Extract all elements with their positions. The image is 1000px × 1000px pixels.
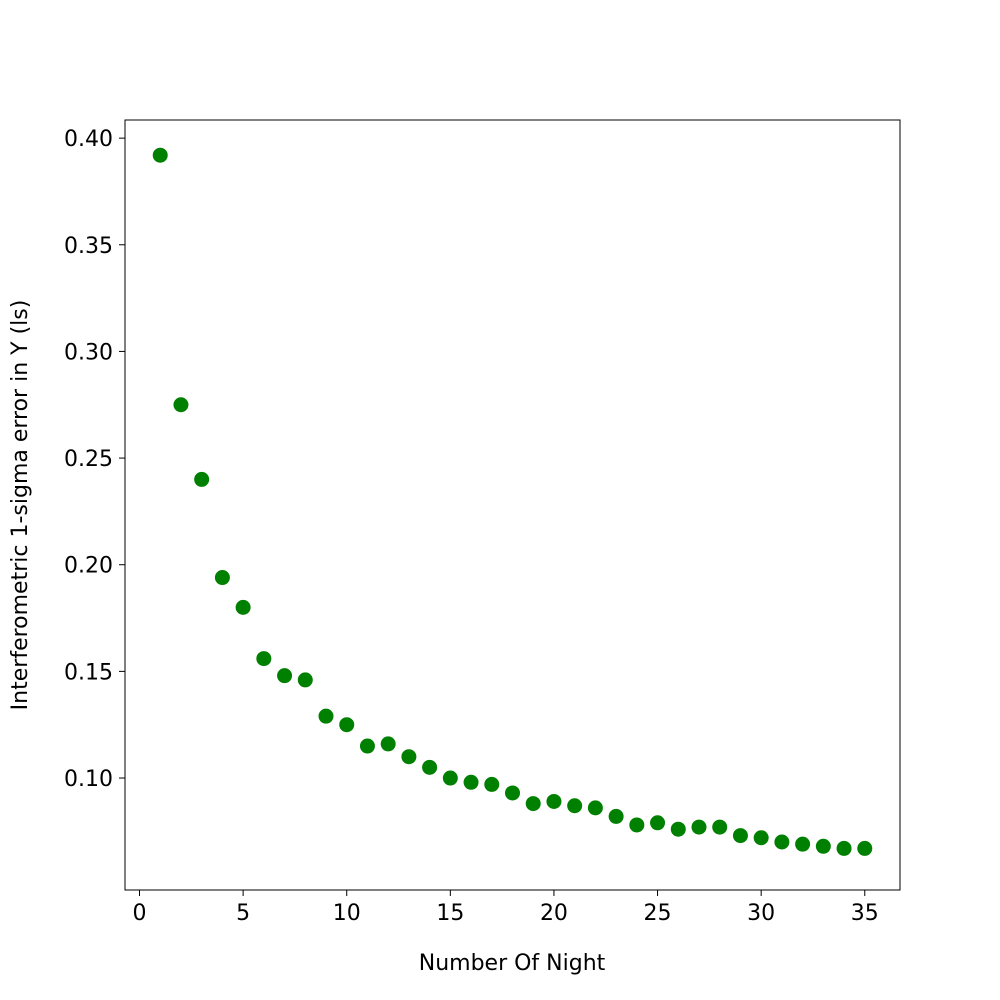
data-point: [670, 821, 686, 837]
y-axis-title: Interferometric 1-sigma error in Y (ls): [8, 300, 33, 711]
data-point: [339, 717, 355, 733]
data-point: [587, 800, 603, 816]
data-point: [256, 651, 272, 667]
data-point: [815, 838, 831, 854]
x-tick-label: 5: [236, 901, 250, 926]
data-point: [525, 796, 541, 812]
data-point: [629, 817, 645, 833]
y-tick-label: 0.30: [64, 340, 113, 365]
y-tick-label: 0.40: [64, 127, 113, 152]
data-point: [235, 599, 251, 615]
data-point: [732, 828, 748, 844]
x-axis-title: Number Of Night: [419, 951, 606, 976]
y-tick-label: 0.20: [64, 554, 113, 579]
data-point: [857, 840, 873, 856]
data-point: [774, 834, 790, 850]
data-point: [608, 808, 624, 824]
y-tick-label: 0.25: [64, 447, 113, 472]
data-point: [650, 815, 666, 831]
data-point: [463, 774, 479, 790]
data-point: [380, 736, 396, 752]
x-tick-label: 30: [747, 901, 775, 926]
data-point: [422, 759, 438, 775]
x-tick-label: 15: [436, 901, 464, 926]
data-point: [318, 708, 334, 724]
x-axis: 0 5 10 15 20 25 30 35: [133, 890, 879, 926]
data-point: [691, 819, 707, 835]
data-point: [753, 830, 769, 846]
data-point: [173, 397, 189, 413]
data-point: [152, 147, 168, 163]
data-point: [505, 785, 520, 801]
data-points: [152, 147, 873, 856]
x-tick-label: 25: [644, 901, 672, 926]
data-point: [214, 570, 230, 586]
x-tick-label: 10: [333, 901, 361, 926]
x-tick-label: 35: [851, 901, 879, 926]
data-point: [442, 770, 458, 786]
data-point: [795, 836, 811, 852]
data-point: [836, 840, 852, 856]
data-point: [712, 819, 728, 835]
data-point: [194, 471, 210, 487]
data-point: [277, 668, 293, 684]
data-point: [546, 793, 562, 809]
data-point: [567, 798, 583, 814]
x-tick-label: 20: [540, 901, 568, 926]
data-point: [401, 749, 417, 765]
y-tick-label: 0.15: [64, 660, 113, 685]
x-tick-label: 0: [133, 901, 147, 926]
y-tick-label: 0.35: [64, 234, 113, 259]
data-point: [297, 672, 313, 688]
data-point: [484, 776, 500, 792]
y-axis: 0.10 0.15 0.20 0.25 0.30 0.35 0.40: [64, 127, 125, 792]
plot-frame: [124, 119, 901, 891]
data-point: [359, 738, 375, 754]
y-tick-label: 0.10: [64, 767, 113, 792]
